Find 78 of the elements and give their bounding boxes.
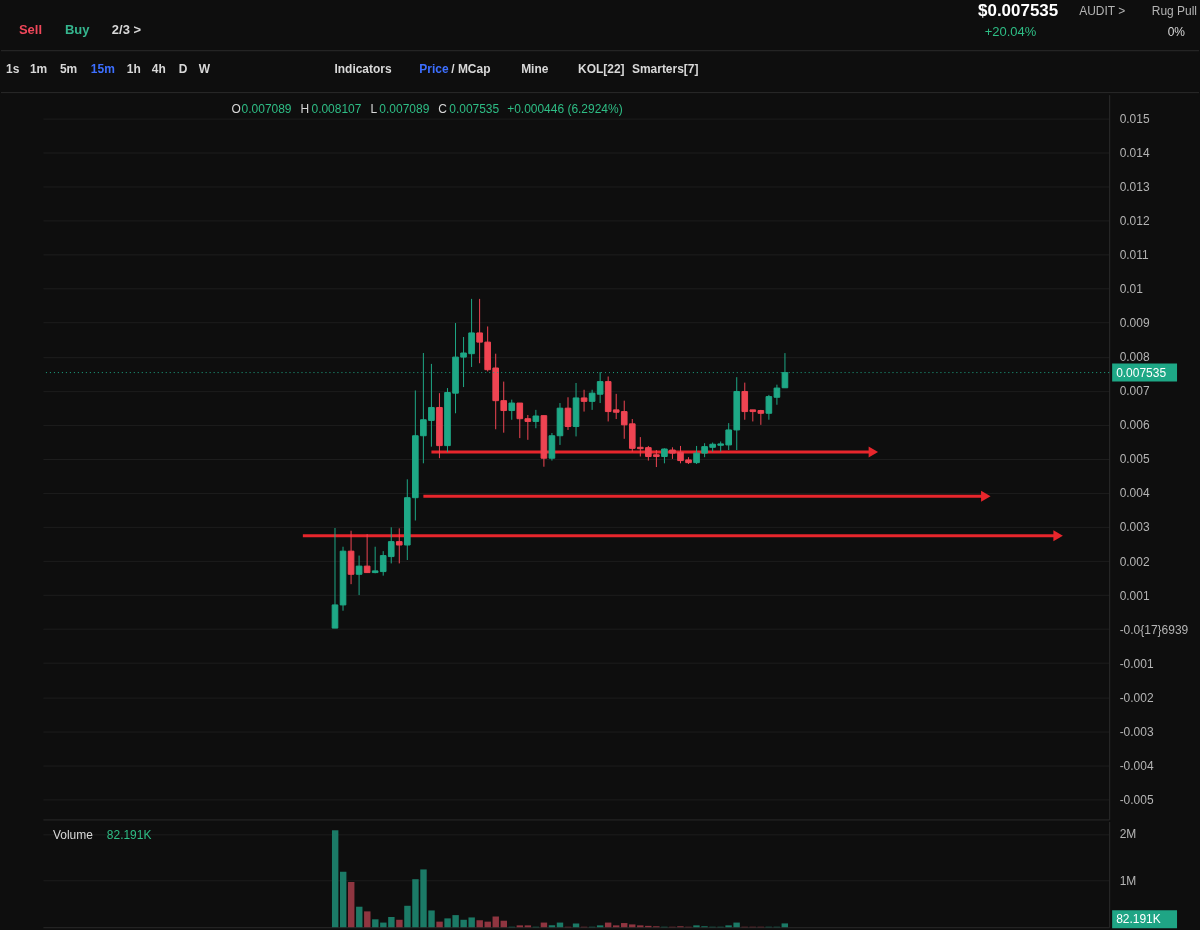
- bar: [364, 911, 371, 928]
- y-tick-label: -0.001: [1119, 656, 1154, 671]
- bar: [339, 871, 347, 928]
- y-tick-label: 0.008: [1119, 350, 1150, 365]
- bar: [356, 906, 363, 928]
- y-tick-label: 0.014: [1119, 145, 1150, 160]
- y-tick-label: 0.01: [1119, 282, 1144, 297]
- text: $0.007535: [978, 0, 1059, 20]
- y-tick-label: 0.013: [1119, 180, 1150, 195]
- bar: [629, 924, 636, 928]
- candlestick: [564, 396, 572, 431]
- y-tick-label: -0.005: [1119, 792, 1154, 807]
- candlestick: [355, 555, 363, 596]
- annotation: 0.007089: [241, 101, 292, 116]
- y-tick-label: 0.005: [1119, 452, 1150, 467]
- annotation: 0.007535: [449, 101, 500, 116]
- annotation: 0.008107: [311, 101, 362, 116]
- annotation: L: [370, 101, 378, 116]
- text: Sell: [18, 21, 43, 37]
- text: 4h: [151, 61, 166, 76]
- text: Buy: [64, 21, 91, 37]
- y-tick-label: 0.015: [1119, 111, 1150, 126]
- y-tick-label: -0.004: [1119, 758, 1154, 773]
- candlestick: [580, 389, 588, 413]
- candlestick: [347, 530, 355, 585]
- y-tick-label: 0.001: [1119, 588, 1150, 603]
- ref-line-label: 0.007535: [1116, 365, 1167, 380]
- text: Rug Pull: [1151, 3, 1198, 18]
- bar: [331, 830, 339, 928]
- text: 1m: [29, 61, 48, 76]
- annotation: C: [438, 101, 448, 116]
- text: W: [198, 61, 211, 76]
- y-tick-label: 1M: [1119, 874, 1137, 889]
- annotation: +0.000446 (6.2924%): [507, 101, 623, 116]
- candlestick: [508, 399, 516, 421]
- y-tick-label: 0.003: [1119, 520, 1150, 535]
- bar: [781, 923, 788, 928]
- annotation: 82.191K: [106, 828, 152, 843]
- annotation: 0.007089: [379, 101, 430, 116]
- text: Mine: [521, 61, 549, 76]
- annotation: H: [300, 101, 310, 116]
- bar: [396, 919, 403, 928]
- bar: [436, 921, 443, 928]
- candlestick: [363, 533, 371, 574]
- text: Indicators: [334, 61, 392, 76]
- y-tick-label: -0.003: [1119, 724, 1154, 739]
- text: Price: [419, 61, 449, 76]
- y-tick-label: -0.0{17}6939: [1119, 622, 1189, 637]
- y-tick-label: 0.002: [1119, 554, 1150, 569]
- candlestick: [331, 527, 339, 629]
- text: 82.191K: [1116, 912, 1161, 927]
- text: 1s: [5, 61, 20, 76]
- y-tick-label: 0.009: [1119, 316, 1150, 331]
- annotation: Volume: [52, 828, 94, 843]
- candlestick: [548, 432, 556, 462]
- candlestick: [532, 409, 540, 429]
- bar: [348, 882, 355, 928]
- y-tick-label: 0.011: [1119, 248, 1150, 263]
- text: +20.04%: [984, 23, 1037, 39]
- candlestick: [395, 527, 403, 564]
- text: 0%: [1167, 24, 1186, 39]
- y-tick-label: 0.006: [1119, 418, 1150, 433]
- text: Smarters[7]: [631, 61, 699, 76]
- bar: [476, 920, 483, 928]
- text: D: [178, 61, 188, 76]
- y-tick-label: 0.007: [1119, 384, 1150, 399]
- annotation: O: [231, 101, 241, 116]
- text: 5m: [59, 61, 78, 76]
- y-tick-label: 2M: [1119, 827, 1137, 842]
- text: 15m: [90, 61, 115, 76]
- y-tick-label: -0.002: [1119, 690, 1154, 705]
- text: 1h: [126, 61, 141, 76]
- text: 2/3 >: [111, 21, 142, 37]
- text: AUDIT >: [1079, 3, 1126, 18]
- y-tick-label: 0.004: [1119, 486, 1150, 501]
- y-tick-label: 0.012: [1119, 214, 1150, 229]
- text: / MCap: [451, 61, 491, 76]
- text: KOL[22]: [578, 61, 625, 76]
